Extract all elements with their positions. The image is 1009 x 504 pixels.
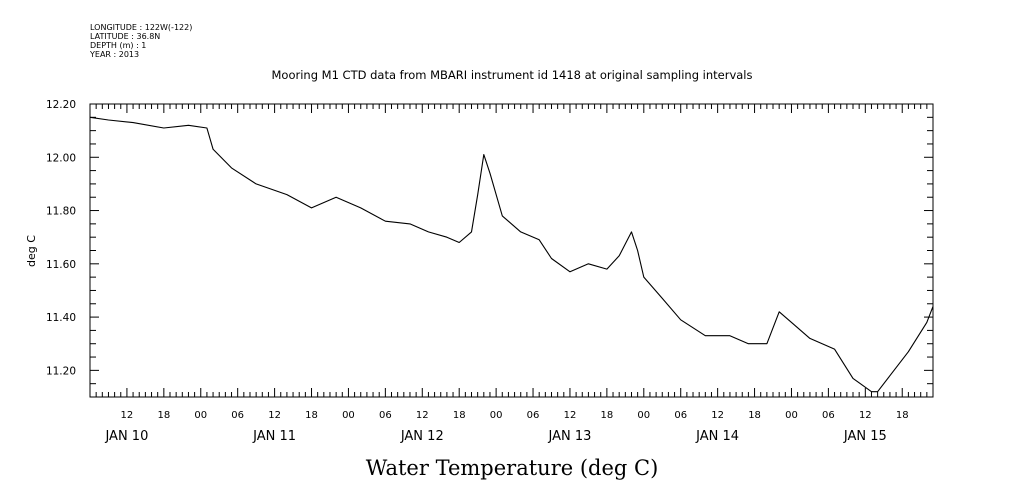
x-tick-label: 12 bbox=[711, 410, 724, 421]
x-tick-label: 00 bbox=[637, 410, 650, 421]
plot-frame bbox=[89, 103, 934, 398]
x-axis-tick-labels: 12 18 00 06 12 18 00 06 12 18 00 06 12 18 00 06 12 18 00 06… bbox=[121, 410, 909, 421]
x-tick-label: 00 bbox=[194, 410, 207, 421]
y-axis-label: deg C bbox=[25, 235, 38, 267]
y-tick-label: 11.60 bbox=[46, 259, 76, 271]
y-tick-label: 11.20 bbox=[46, 365, 76, 377]
x-tick-label: 12 bbox=[416, 410, 429, 421]
x-day-label: JAN 13 bbox=[548, 429, 592, 444]
x-tick-label: 12 bbox=[121, 410, 134, 421]
temperature-series-line bbox=[89, 116, 934, 393]
y-tick-label: 12.00 bbox=[46, 152, 76, 164]
x-tick-label: 18 bbox=[748, 410, 761, 421]
x-tick-label: 18 bbox=[305, 410, 318, 421]
latitude-label: LATITUDE : 36.8N bbox=[90, 32, 160, 41]
x-axis-day-labels: JAN 10 JAN 11 JAN 12 JAN 13 JAN 14 JAN 15 bbox=[104, 429, 886, 444]
x-tick-label: 00 bbox=[785, 410, 798, 421]
y-tick-label: 11.80 bbox=[46, 206, 76, 218]
x-tick-label: 18 bbox=[601, 410, 614, 421]
x-tick-label: 06 bbox=[822, 410, 835, 421]
x-tick-label: 06 bbox=[231, 410, 244, 421]
x-day-label: JAN 12 bbox=[400, 429, 444, 444]
x-tick-label: 18 bbox=[453, 410, 466, 421]
x-day-label: JAN 11 bbox=[252, 429, 296, 444]
x-tick-label: 12 bbox=[564, 410, 577, 421]
x-day-label: JAN 15 bbox=[843, 429, 887, 444]
x-tick-label: 00 bbox=[342, 410, 355, 421]
depth-label: DEPTH (m) : 1 bbox=[90, 41, 146, 50]
x-tick-label: 12 bbox=[859, 410, 872, 421]
y-axis-ticks bbox=[90, 103, 933, 398]
x-day-label: JAN 14 bbox=[695, 429, 739, 444]
longitude-label: LONGITUDE : 122W(-122) bbox=[90, 23, 192, 32]
y-tick-label: 11.40 bbox=[46, 312, 76, 324]
x-axis-label: Water Temperature (deg C) bbox=[366, 456, 659, 480]
x-tick-label: 12 bbox=[268, 410, 281, 421]
x-tick-label: 06 bbox=[527, 410, 540, 421]
x-tick-label: 18 bbox=[157, 410, 170, 421]
chart-title: Mooring M1 CTD data from MBARI instrumen… bbox=[272, 68, 753, 82]
x-day-label: JAN 10 bbox=[104, 429, 148, 444]
x-tick-label: 06 bbox=[379, 410, 392, 421]
x-tick-label: 06 bbox=[674, 410, 687, 421]
x-tick-label: 18 bbox=[896, 410, 909, 421]
x-tick-label: 00 bbox=[490, 410, 503, 421]
year-label: YEAR : 2013 bbox=[89, 50, 139, 59]
x-axis-ticks bbox=[89, 104, 934, 397]
y-tick-label: 12.20 bbox=[46, 99, 76, 111]
y-axis-tick-labels: 11.20 11.40 11.60 11.80 12.00 12.20 bbox=[46, 99, 76, 377]
